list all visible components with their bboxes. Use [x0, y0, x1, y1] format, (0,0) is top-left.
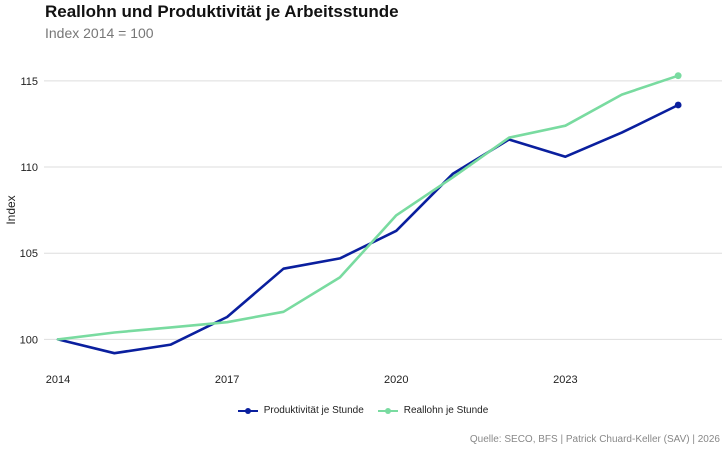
y-axis-label: Index	[4, 195, 18, 224]
legend-item-produktivitaet: Produktivität je Stunde	[237, 405, 364, 416]
x-tick-label: 2023	[553, 374, 577, 386]
legend-key-icon	[237, 406, 258, 416]
legend-item-reallohn: Reallohn je Stunde	[377, 405, 489, 416]
source-caption: Quelle: SECO, BFS | Patrick Chuard-Kelle…	[469, 434, 720, 445]
legend-key-icon	[377, 406, 398, 416]
legend-label: Produktivität je Stunde	[263, 405, 364, 416]
series-line-0	[56, 103, 680, 355]
line-chart: 100 105 110 115 2014 2017 2020 2023 Index	[4, 72, 722, 386]
chart-title: Reallohn und Produktivität je Arbeitsstu…	[45, 2, 399, 21]
x-tick-label: 2020	[384, 374, 408, 386]
series-end-point-0	[674, 101, 682, 109]
legend: Produktivität je Stunde Reallohn je Stun…	[0, 405, 726, 416]
x-tick-label: 2017	[215, 374, 239, 386]
chart-subtitle: Index 2014 = 100	[45, 25, 154, 41]
y-axis-ticks: 100 105 110 115	[20, 76, 38, 347]
grid-lines	[44, 80, 722, 340]
y-tick-label: 115	[20, 76, 38, 88]
y-tick-label: 105	[20, 248, 38, 260]
series-line-1	[56, 74, 680, 341]
series-end-point-1	[674, 72, 682, 80]
y-tick-label: 100	[20, 334, 38, 346]
y-tick-label: 110	[20, 162, 38, 174]
legend-label: Reallohn je Stunde	[403, 405, 489, 416]
x-axis-ticks: 2014 2017 2020 2023	[46, 374, 578, 386]
series-lines	[56, 72, 682, 355]
x-tick-label: 2014	[46, 374, 70, 386]
